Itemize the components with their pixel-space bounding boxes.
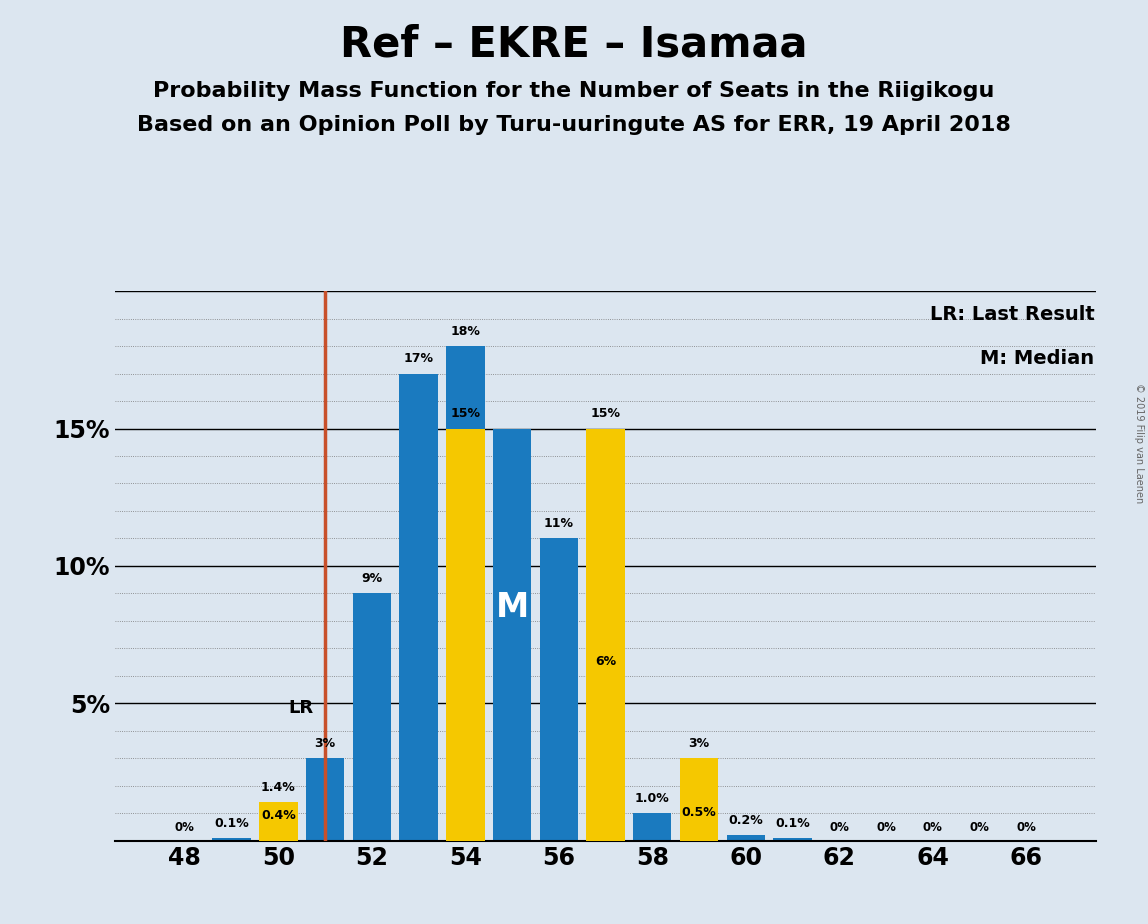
Text: 17%: 17% (404, 352, 434, 365)
Text: Ref – EKRE – Isamaa: Ref – EKRE – Isamaa (340, 23, 808, 65)
Text: 0.4%: 0.4% (261, 808, 296, 821)
Bar (447, 429, 484, 841)
Text: Probability Mass Function for the Number of Seats in the Riigikogu: Probability Mass Function for the Number… (154, 81, 994, 102)
Bar (680, 827, 719, 841)
Text: 0.5%: 0.5% (682, 806, 716, 819)
Text: © 2019 Filip van Laenen: © 2019 Filip van Laenen (1134, 383, 1143, 504)
Bar (259, 830, 297, 841)
Text: 18%: 18% (450, 325, 480, 338)
Bar (492, 429, 532, 841)
Bar (634, 813, 672, 841)
Text: 3%: 3% (689, 737, 709, 750)
Text: M: M (496, 590, 529, 624)
Text: LR: LR (288, 699, 313, 717)
Text: 0%: 0% (970, 821, 990, 834)
Text: 0.2%: 0.2% (729, 814, 763, 827)
Bar (400, 373, 437, 841)
Text: 15%: 15% (450, 407, 480, 420)
Text: 15%: 15% (590, 407, 621, 420)
Text: 0%: 0% (923, 821, 943, 834)
Text: 0%: 0% (829, 821, 850, 834)
Bar (259, 802, 297, 841)
Text: LR: Last Result: LR: Last Result (930, 305, 1094, 323)
Bar (587, 429, 625, 841)
Text: 0%: 0% (1016, 821, 1037, 834)
Text: 6%: 6% (595, 655, 616, 668)
Bar (540, 539, 577, 841)
Bar (680, 759, 719, 841)
Text: 1.4%: 1.4% (261, 781, 296, 794)
Text: 1.0%: 1.0% (635, 792, 669, 805)
Bar (447, 346, 484, 841)
Bar (352, 593, 391, 841)
Text: 0.1%: 0.1% (215, 817, 249, 830)
Text: 0%: 0% (876, 821, 895, 834)
Bar (727, 835, 765, 841)
Text: 0.1%: 0.1% (775, 817, 809, 830)
Text: 9%: 9% (362, 572, 382, 585)
Bar (307, 759, 344, 841)
Text: 11%: 11% (544, 517, 574, 530)
Bar (212, 838, 250, 841)
Text: Based on an Opinion Poll by Turu-uuringute AS for ERR, 19 April 2018: Based on an Opinion Poll by Turu-uuringu… (137, 115, 1011, 135)
Text: 0%: 0% (174, 821, 195, 834)
Bar (774, 838, 812, 841)
Text: M: Median: M: Median (980, 348, 1094, 368)
Text: 3%: 3% (315, 737, 335, 750)
Bar (587, 676, 625, 841)
